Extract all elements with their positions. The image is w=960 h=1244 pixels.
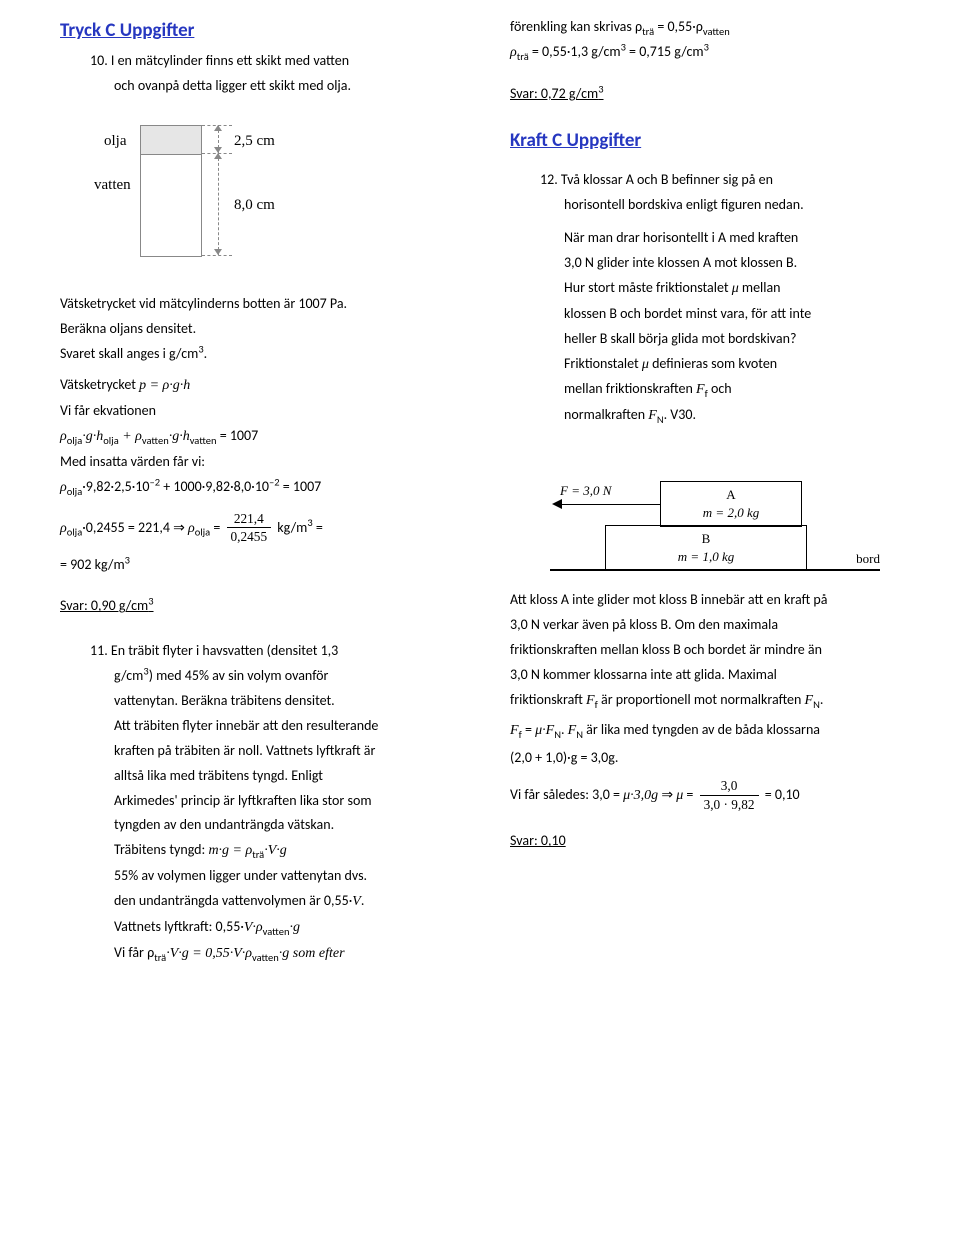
q11-i: Träbitens tyngd: m·g = ρträ·V·g: [60, 841, 470, 861]
bd-mass-B: m = 1,0 kg: [606, 548, 806, 566]
q11-e: kraften på träbiten är noll. Vattnets ly…: [60, 742, 470, 761]
kraft-p3: Hur stort måste friktionstalet μ mellan: [510, 279, 920, 299]
q11-k: den undanträngda vattenvolymen är 0,55·V…: [60, 892, 470, 912]
ans2: Svar: 0,72 g/cm3: [510, 85, 920, 104]
cyl-label-olja: olja: [104, 131, 127, 151]
kraft-s8: Vi får således: 3,0 = μ·3,0g ⇒ μ = 3,03,…: [510, 777, 920, 814]
bd-mass-A: m = 2,0 kg: [661, 504, 801, 522]
q10-line2: och ovanpå detta ligger ett skikt med ol…: [60, 77, 470, 96]
tryck-l4: Vätsketrycket p = ρ·g·h: [60, 376, 470, 396]
kraft-s5: friktionskraft Ff är proportionell mot n…: [510, 691, 920, 711]
cyl-dim-vatten: 8,0 cm: [234, 195, 275, 215]
q11-l: Vattnets lyftkraft: 0,55·V·ρvatten·g: [60, 918, 470, 938]
q11-m: Vi får ρträ·V·g = 0,55·V·ρvatten·g som e…: [60, 944, 470, 964]
cylinder-diagram: olja vatten 2,5 cm 8,0 cm: [90, 115, 350, 275]
bd-label-B: B: [606, 530, 806, 548]
r1: förenkling kan skrivas ρträ = 0,55·ρvatt…: [510, 18, 920, 37]
bd-bord-label: bord: [856, 550, 880, 568]
tryck-l10: = 902 kg/m3: [60, 556, 470, 575]
tryck-heading: Tryck C Uppgifter: [60, 18, 470, 44]
q11-b: g/cm3) med 45% av sin volym ovanför: [60, 667, 470, 686]
tryck-ans1: Svar: 0,90 g/cm3: [60, 597, 470, 616]
kraft-p6: Friktionstalet μ definieras som kvoten: [510, 355, 920, 375]
tryck-l5: Vi får ekvationen: [60, 402, 470, 421]
kraft-s3: friktionskraften mellan kloss B och bord…: [510, 641, 920, 660]
kraft-s7: (2,0 + 1,0)·g = 3,0g.: [510, 749, 920, 768]
q10-line1: 10. I en mätcylinder finns ett skikt med…: [60, 52, 470, 71]
kraft-s1: Att kloss A inte glider mot kloss B inne…: [510, 591, 920, 610]
q11-h: tyngden av den undanträngda vätskan.: [60, 816, 470, 835]
kraft-s6: Ff = μ·FN. FN är lika med tyngden av de …: [510, 721, 920, 741]
kraft-p1: När man drar horisontellt i A med krafte…: [510, 229, 920, 248]
tryck-l9: ρolja·0,2455 = 221,4 ⇒ ρolja = 221,40,24…: [60, 510, 470, 547]
tryck-l3: Svaret skall anges i g/cm3.: [60, 345, 470, 364]
ans3: Svar: 0,10: [510, 832, 920, 851]
tryck-l2: Beräkna oljans densitet.: [60, 320, 470, 339]
q11-c: vattenytan. Beräkna träbitens densitet.: [60, 692, 470, 711]
kraft-heading: Kraft C Uppgifter: [510, 128, 920, 154]
tryck-l1: Vätsketrycket vid mätcylinderns botten ä…: [60, 295, 470, 314]
q11-a: 11. En träbit flyter i havsvatten (densi…: [60, 642, 470, 661]
q12-a: 12. Två klossar A och B befinner sig på …: [510, 171, 920, 190]
bd-label-A: A: [661, 486, 801, 504]
tryck-l6: ρolja·g·holja + ρvatten·g·hvatten = 1007: [60, 427, 470, 447]
kraft-s2: 3,0 N verkar även på kloss B. Om den max…: [510, 616, 920, 635]
cyl-dim-olja: 2,5 cm: [234, 131, 275, 151]
cyl-label-vatten: vatten: [94, 175, 131, 195]
kraft-s4: 3,0 N kommer klossarna inte att glida. M…: [510, 666, 920, 685]
tryck-l8: ρolja·9,82·2,5·10–2 + 1000·9,82·8,0·10–2…: [60, 478, 470, 498]
tryck-l7: Med insatta värden får vi:: [60, 453, 470, 472]
q12-b: horisontell bordskiva enligt figuren ned…: [510, 196, 920, 215]
kraft-p2: 3,0 N glider inte klossen A mot klossen …: [510, 254, 920, 273]
bd-force-label: F = 3,0 N: [560, 482, 611, 500]
kraft-p8: normalkraften FN. V30.: [510, 406, 920, 426]
q11-j: 55% av volymen ligger under vattenytan d…: [60, 867, 470, 886]
kraft-p7: mellan friktionskraften Ff och: [510, 380, 920, 400]
r2: ρträ = 0,55·1,3 g/cm3 = 0,715 g/cm3: [510, 43, 920, 63]
block-diagram: F = 3,0 N A m = 2,0 kg B m = 1,0 kg bord: [550, 441, 880, 571]
q11-d: Att träbiten flyter innebär att den resu…: [60, 717, 470, 736]
q11-f: alltså lika med träbitens tyngd. Enligt: [60, 767, 470, 786]
kraft-p4: klossen B och bordet minst vara, för att…: [510, 305, 920, 324]
kraft-p5: heller B skall börja glida mot bordskiva…: [510, 330, 920, 349]
q11-g: Arkimedes' princip är lyftkraften lika s…: [60, 792, 470, 811]
